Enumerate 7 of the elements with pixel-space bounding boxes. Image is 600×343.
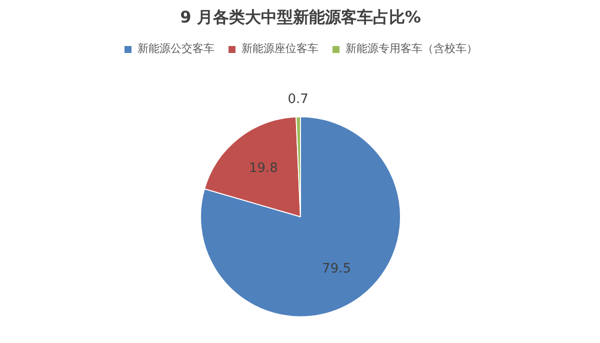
data-label: 79.5 xyxy=(322,262,352,277)
data-label: 0.7 xyxy=(288,92,308,108)
legend-label: 新能源座位客车 xyxy=(242,41,318,56)
data-label: 19.8 xyxy=(248,160,278,176)
legend-label: 新能源专用客车（含校车） xyxy=(346,41,478,56)
legend-label: 新能源公交客车 xyxy=(138,41,214,56)
chart-title: 9 月各类大中型新能源客车占比% xyxy=(180,8,421,26)
